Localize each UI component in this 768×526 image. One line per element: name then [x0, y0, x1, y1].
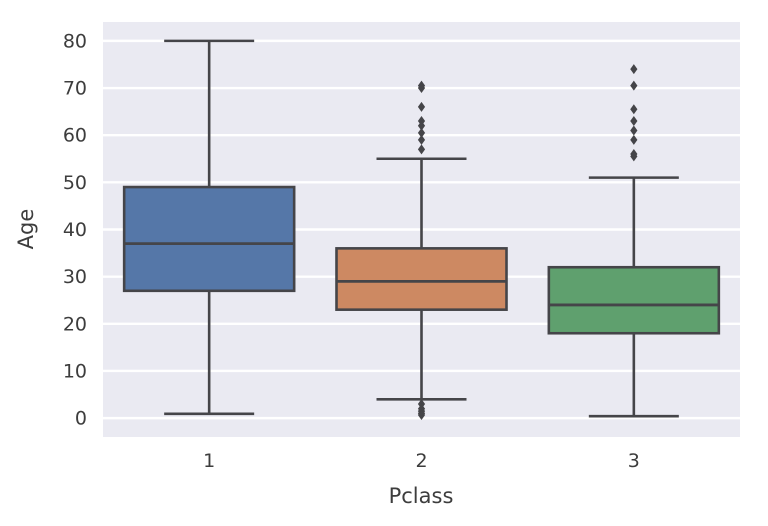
outlier-point — [417, 120, 426, 131]
y-tick-label-60: 60 — [63, 125, 87, 147]
iqr-box — [547, 265, 721, 335]
y-tick-label-70: 70 — [63, 78, 87, 100]
outlier-point — [417, 134, 426, 145]
outlier-point — [417, 83, 426, 94]
y-tick-label-50: 50 — [63, 172, 87, 194]
y-tick-label-80: 80 — [63, 30, 87, 52]
x-tick-label-1: 1 — [203, 450, 215, 472]
x-axis-label: Pclass — [389, 484, 454, 508]
iqr-box — [122, 185, 296, 293]
outlier-point — [630, 125, 638, 136]
outlier-point — [630, 64, 638, 75]
box-pclass-2 — [335, 80, 508, 420]
y-tick-label-40: 40 — [63, 219, 87, 241]
y-tick-label-0: 0 — [75, 408, 87, 430]
box-series — [122, 39, 721, 420]
y-axis-label: Age — [14, 209, 38, 250]
y-tick-label-30: 30 — [63, 266, 87, 288]
box-pclass-1 — [122, 39, 296, 416]
y-axis-tick-labels: 0 10 20 30 40 50 60 70 80 — [63, 30, 87, 429]
x-axis-tick-labels: 1 2 3 — [203, 450, 640, 472]
x-tick-label-3: 3 — [628, 450, 640, 472]
x-tick-label-2: 2 — [415, 450, 427, 472]
iqr-box — [335, 247, 508, 311]
outlier-point — [417, 101, 426, 112]
outlier-point — [630, 134, 638, 145]
outlier-point — [630, 80, 638, 91]
outlier-point — [630, 151, 638, 162]
outlier-point — [630, 116, 638, 127]
box-pclass-3 — [547, 64, 721, 418]
outlier-point — [417, 127, 426, 138]
outlier-point — [417, 144, 426, 155]
outlier-point — [417, 409, 426, 420]
y-tick-label-10: 10 — [63, 360, 87, 382]
outlier-point — [630, 104, 638, 115]
y-tick-label-20: 20 — [63, 313, 87, 335]
